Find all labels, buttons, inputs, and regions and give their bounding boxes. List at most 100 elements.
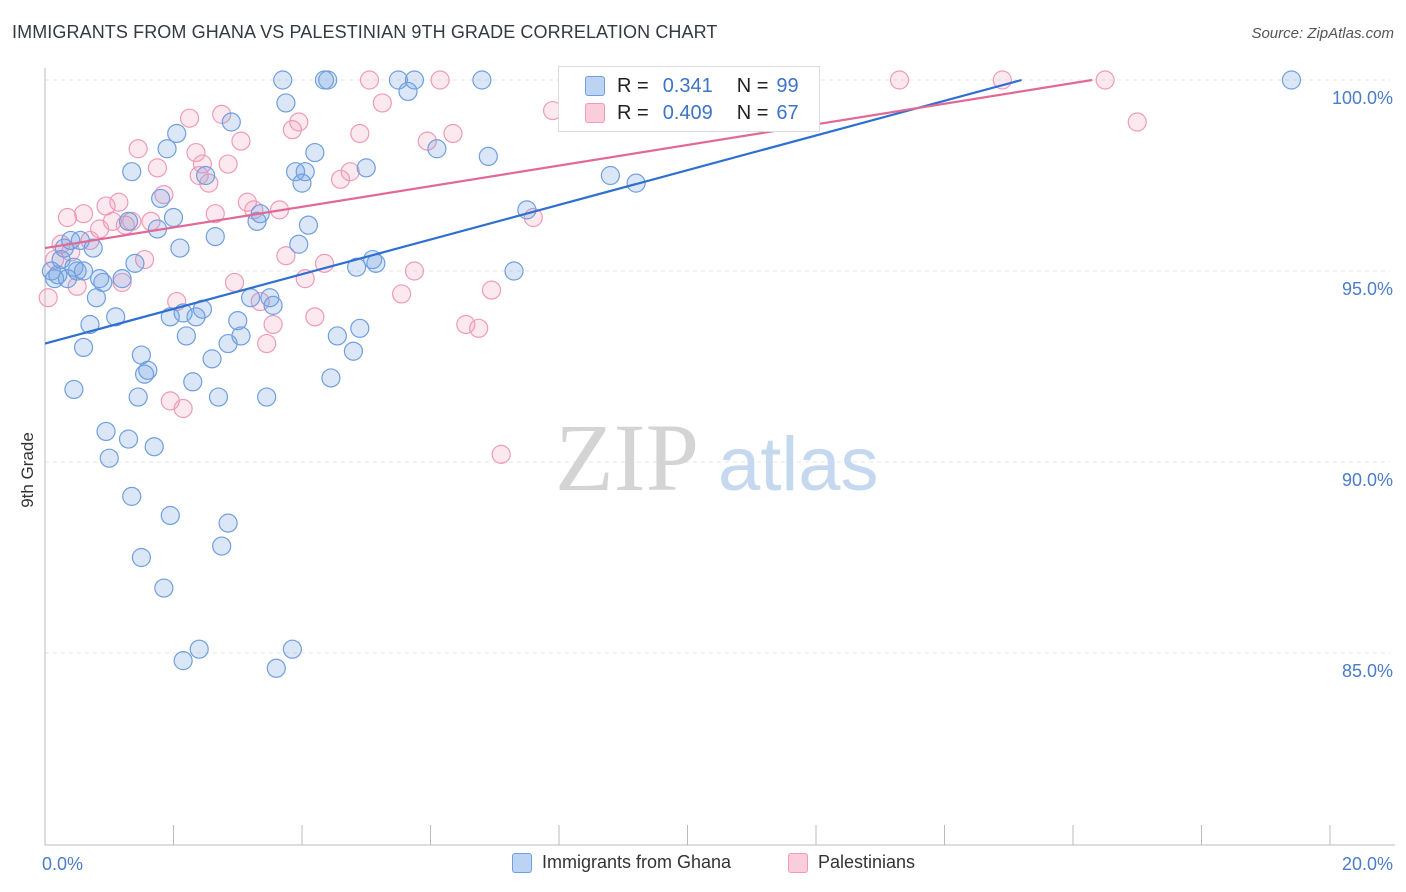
y-tick-label-3: 100.0% bbox=[1332, 88, 1393, 108]
pal-trend-line bbox=[44, 78, 1093, 250]
ghana-point-94 bbox=[282, 639, 302, 659]
pal-point-0 bbox=[38, 288, 58, 308]
ghana-point-2 bbox=[48, 265, 68, 285]
ghana-point-92 bbox=[218, 513, 238, 533]
pal-point-64 bbox=[1127, 112, 1147, 132]
chart-title: IMMIGRANTS FROM GHANA VS PALESTINIAN 9TH… bbox=[12, 22, 718, 42]
pal-legend-label: Palestinians bbox=[818, 852, 916, 872]
ghana-point-19 bbox=[118, 429, 139, 449]
pal-point-48 bbox=[391, 284, 412, 304]
pal-point-50 bbox=[417, 131, 437, 151]
ghana-point-24 bbox=[144, 437, 164, 457]
zipatlas-watermark: ZIP atlas bbox=[555, 404, 879, 511]
pal-point-66 bbox=[189, 165, 209, 186]
pal-point-29 bbox=[224, 272, 245, 293]
ghana-point-74 bbox=[478, 146, 498, 166]
pal-point-24 bbox=[192, 154, 213, 174]
ghana-point-39 bbox=[205, 227, 225, 247]
ghana-point-45 bbox=[241, 288, 261, 308]
pal-point-17 bbox=[147, 158, 168, 178]
pal-point-52 bbox=[443, 123, 463, 144]
bottom-legend-ghana: Immigrants from Ghana bbox=[512, 852, 731, 873]
ghana-point-87 bbox=[154, 578, 174, 598]
ghana-point-23 bbox=[138, 360, 158, 380]
x-tick-label-0: 0.0% bbox=[42, 854, 83, 874]
ghana-point-62 bbox=[327, 326, 347, 346]
y-tick-label-2: 95.0% bbox=[1342, 279, 1393, 299]
pal-point-51 bbox=[430, 70, 450, 90]
legend-row-ghana: R = 0.341 N = 99 bbox=[585, 73, 799, 99]
ghana-point-60 bbox=[318, 70, 338, 90]
grid-lines bbox=[45, 79, 1390, 654]
ghana-point-40 bbox=[208, 387, 229, 407]
ghana-point-30 bbox=[167, 123, 187, 144]
ghana-point-54 bbox=[289, 234, 309, 254]
pal-point-54 bbox=[469, 318, 489, 338]
ghana-point-90 bbox=[189, 639, 209, 659]
ghana-point-37 bbox=[196, 165, 216, 186]
pal-point-61 bbox=[889, 70, 910, 90]
pal-point-39 bbox=[289, 112, 309, 132]
ghana-point-20 bbox=[122, 486, 142, 506]
ghana-point-38 bbox=[202, 349, 222, 369]
pal-point-30 bbox=[231, 131, 251, 151]
ghana-point-56 bbox=[295, 162, 315, 182]
ghana-point-70 bbox=[404, 70, 425, 90]
legend-row-pal: R = 0.409 N = 67 bbox=[585, 100, 799, 126]
ghana-point-35 bbox=[186, 307, 206, 327]
pal-point-44 bbox=[340, 162, 360, 182]
pal-swatch bbox=[585, 103, 605, 123]
ghana-point-27 bbox=[157, 139, 177, 159]
ghana-point-51 bbox=[273, 70, 293, 90]
ghana-point-31 bbox=[170, 238, 190, 258]
ghana-point-98 bbox=[1281, 70, 1302, 90]
ghana-point-15 bbox=[93, 272, 113, 293]
ghana-point-64 bbox=[347, 257, 367, 277]
ghana-point-83 bbox=[96, 421, 116, 442]
y-tick-label-0: 85.0% bbox=[1342, 661, 1393, 681]
ghana-point-33 bbox=[176, 326, 196, 346]
ghana-legend-label: Immigrants from Ghana bbox=[542, 852, 732, 872]
pal-point-11 bbox=[109, 192, 129, 212]
axes bbox=[44, 68, 1395, 846]
ghana-point-65 bbox=[350, 318, 370, 338]
ghana-point-91 bbox=[212, 536, 232, 556]
pal-point-34 bbox=[257, 333, 277, 354]
legend-n-pal: 67 bbox=[776, 101, 799, 124]
ghana-point-84 bbox=[99, 448, 119, 468]
ghana-point-28 bbox=[160, 307, 180, 327]
ghana-point-78 bbox=[600, 165, 621, 186]
ghana-point-57 bbox=[298, 215, 319, 235]
pal-point-38 bbox=[282, 120, 302, 140]
ghana-point-48 bbox=[257, 387, 277, 407]
ghana-point-58 bbox=[305, 142, 325, 163]
ghana-point-89 bbox=[173, 651, 193, 671]
ghana-point-86 bbox=[131, 547, 151, 568]
ghana-point-85 bbox=[128, 387, 148, 407]
pal-point-6 bbox=[73, 204, 94, 224]
ghana-point-29 bbox=[163, 207, 184, 228]
legend-n-label: N = bbox=[736, 74, 769, 97]
ghana-point-88 bbox=[160, 505, 180, 526]
ghana-point-34 bbox=[183, 372, 203, 392]
pal-point-15 bbox=[134, 249, 155, 270]
pal-point-21 bbox=[173, 398, 193, 419]
bottom-legend-pal: Palestinians bbox=[788, 852, 915, 873]
ghana-point-42 bbox=[221, 112, 241, 132]
legend-r-label: R = bbox=[617, 74, 649, 97]
pal-point-31 bbox=[237, 192, 257, 212]
pal-point-55 bbox=[481, 280, 502, 300]
ghana-point-11 bbox=[80, 314, 100, 335]
pal-point-37 bbox=[276, 246, 296, 266]
legend-r-pal: 0.409 bbox=[662, 101, 713, 124]
pal-point-49 bbox=[404, 261, 425, 281]
pal-point-46 bbox=[359, 70, 380, 90]
ghana-point-66 bbox=[356, 158, 376, 178]
pal-point-43 bbox=[330, 169, 351, 189]
pal-point-26 bbox=[205, 204, 225, 224]
legend-r-label: R = bbox=[617, 101, 649, 124]
ghana-point-10 bbox=[73, 337, 94, 357]
stats-legend: R = 0.341 N = 99 R = 0.409 N = 67 bbox=[558, 66, 820, 132]
pal-point-45 bbox=[350, 123, 370, 144]
